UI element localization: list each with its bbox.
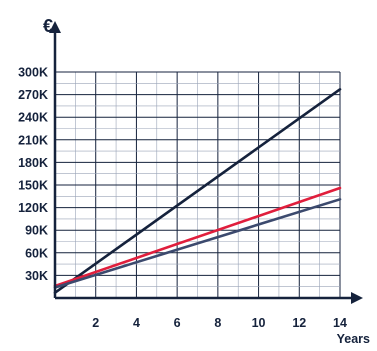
x-axis-title: Years	[337, 332, 370, 346]
y-axis-arrow	[49, 21, 61, 33]
y-tick-label: 120K	[18, 201, 48, 215]
x-tick-label: 2	[92, 316, 99, 330]
x-tick-label: 8	[214, 316, 221, 330]
y-tick-label: 300K	[18, 66, 48, 80]
y-axis-unit: €	[43, 16, 53, 36]
y-tick-label: 30K	[25, 269, 48, 283]
y-tick-label: 150K	[18, 179, 48, 193]
x-tick-label: 10	[252, 316, 266, 330]
series-line-3	[53, 198, 342, 289]
x-tick-label: 4	[133, 316, 140, 330]
y-tick-labels: 30K 60K 90K 120K 150K 180K 210K 240K 270K 300K	[18, 66, 48, 283]
y-tick-label: 210K	[18, 133, 48, 147]
x-tick-label: 12	[292, 316, 306, 330]
x-axis-arrow	[351, 292, 363, 304]
series-line-2	[53, 186, 342, 288]
series-lines	[53, 88, 342, 295]
series-line-1	[53, 88, 342, 295]
axes: € Years	[43, 16, 370, 346]
y-tick-label: 90K	[25, 224, 48, 238]
y-tick-label: 240K	[18, 111, 48, 125]
y-tick-label: 60K	[25, 246, 48, 260]
y-tick-label: 270K	[18, 88, 48, 102]
x-tick-label: 14	[333, 316, 347, 330]
x-tick-labels: 2 4 6 8 10 12 14	[92, 316, 347, 330]
grid	[55, 71, 341, 298]
x-tick-label: 6	[174, 316, 181, 330]
y-tick-label: 180K	[18, 156, 48, 170]
